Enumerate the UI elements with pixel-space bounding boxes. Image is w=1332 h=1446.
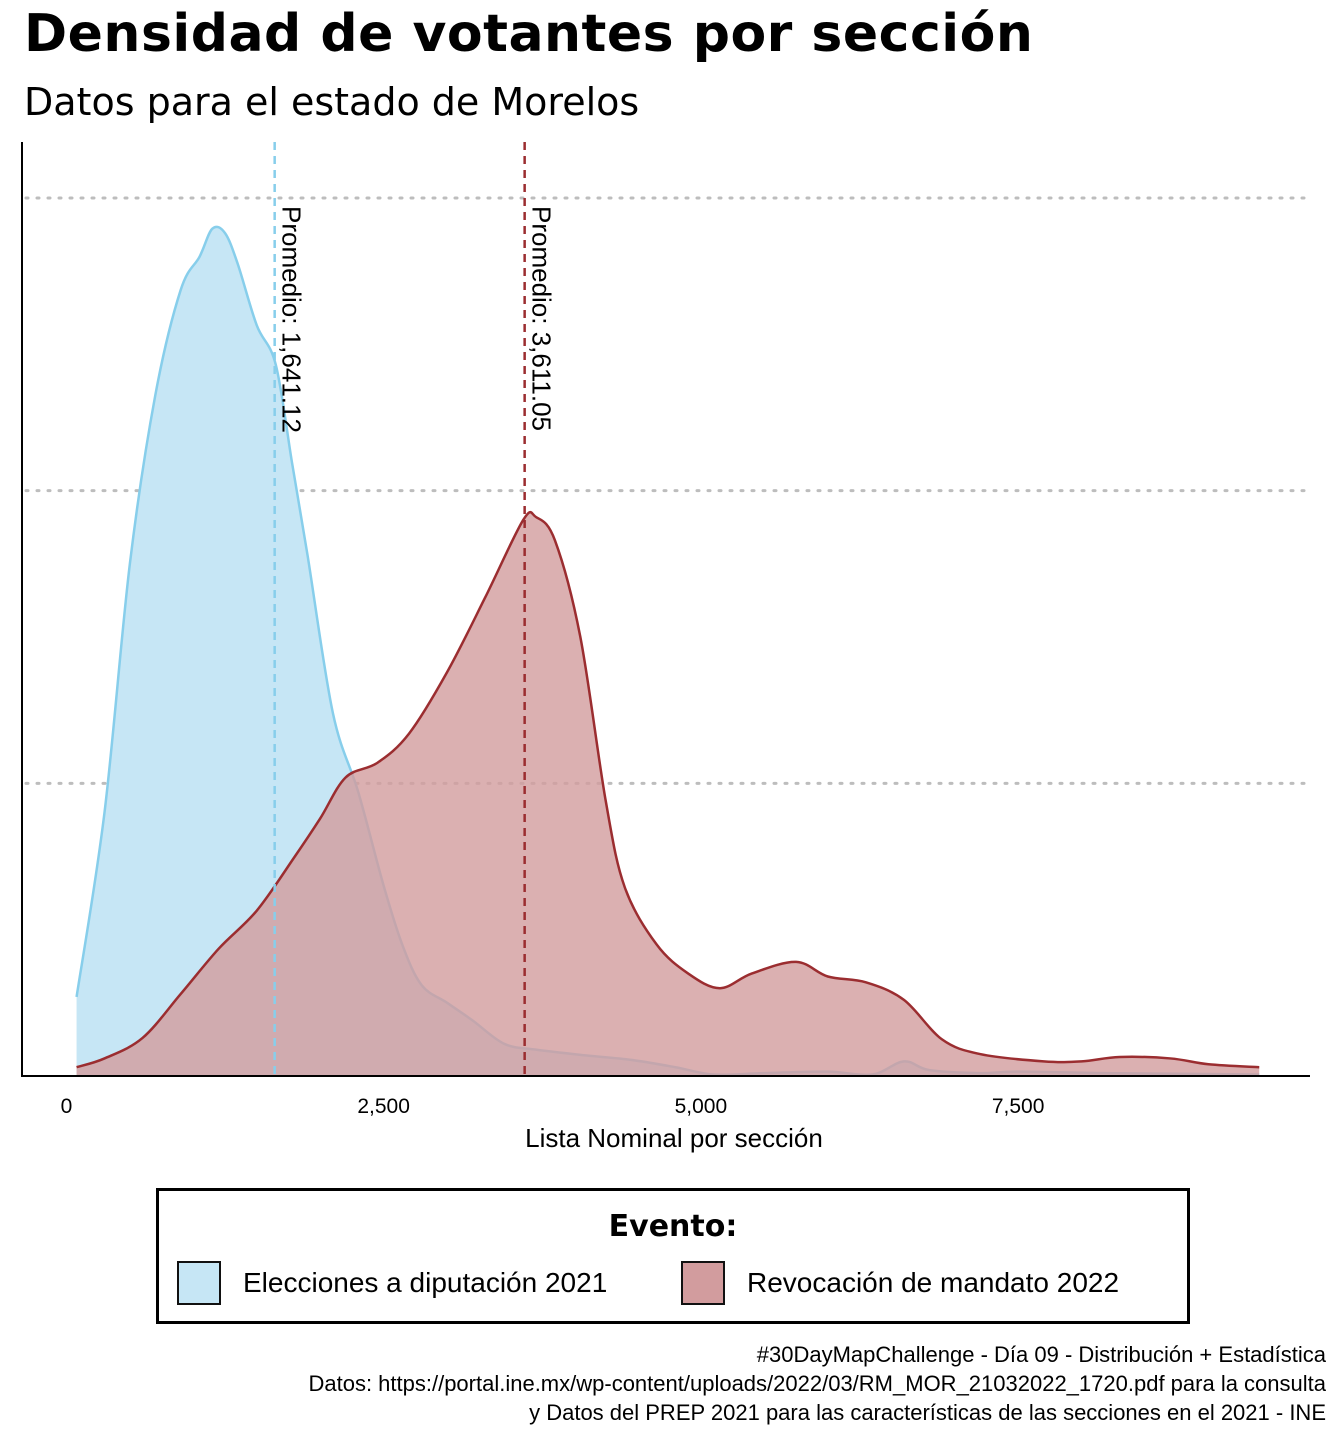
density-chart: Promedio: 1,641.12 Promedio: 3,611.05 0 2,… bbox=[21, 142, 1312, 1153]
x-tick-label-0: 0 bbox=[61, 1095, 73, 1118]
density-line-revocacion-2022 bbox=[76, 510, 1260, 1069]
legend-label-diputacion-2021: Elecciones a diputación 2021 bbox=[243, 1267, 608, 1298]
x-axis-label: Lista Nominal por sección bbox=[525, 1123, 823, 1153]
axes: 0 2,500 5,000 7,500 bbox=[21, 142, 1310, 1118]
x-tick-label-3: 7,500 bbox=[992, 1095, 1045, 1118]
chart-subtitle: Datos para el estado de Morelos bbox=[24, 80, 640, 124]
caption-line-3: y Datos del PREP 2021 para las caracterí… bbox=[529, 1400, 1326, 1425]
legend-label-revocacion-2022: Revocación de mandato 2022 bbox=[747, 1267, 1120, 1298]
density-areas bbox=[75, 225, 1260, 1077]
legend-swatch-diputacion-2021 bbox=[177, 1261, 221, 1305]
legend-item-revocacion-2022: Revocación de mandato 2022 bbox=[681, 1261, 1119, 1305]
legend-item-diputacion-2021: Elecciones a diputación 2021 bbox=[177, 1261, 607, 1305]
mean-label-diputacion-2021: Promedio: 1,641.12 bbox=[277, 206, 307, 433]
x-tick-label-2: 5,000 bbox=[675, 1095, 728, 1118]
caption: #30DayMapChallenge - Día 09 - Distribuci… bbox=[308, 1340, 1326, 1427]
caption-line-1: #30DayMapChallenge - Día 09 - Distribuci… bbox=[756, 1342, 1326, 1367]
x-tick-label-1: 2,500 bbox=[357, 1095, 410, 1118]
gridlines bbox=[24, 196, 1312, 785]
legend: Evento: Elecciones a diputación 2021 Rev… bbox=[156, 1188, 1190, 1324]
caption-line-2: Datos: https://portal.ine.mx/wp-content/… bbox=[308, 1371, 1326, 1396]
mean-label-revocacion-2022: Promedio: 3,611.05 bbox=[527, 206, 557, 431]
mean-annotations: Promedio: 1,641.12 Promedio: 3,611.05 bbox=[273, 142, 557, 1076]
legend-swatch-revocacion-2022 bbox=[681, 1261, 725, 1305]
legend-title: Evento: bbox=[608, 1209, 738, 1244]
chart-title: Densidad de votantes por sección bbox=[24, 4, 1034, 64]
density-area-revocacion-2022 bbox=[76, 512, 1260, 1076]
